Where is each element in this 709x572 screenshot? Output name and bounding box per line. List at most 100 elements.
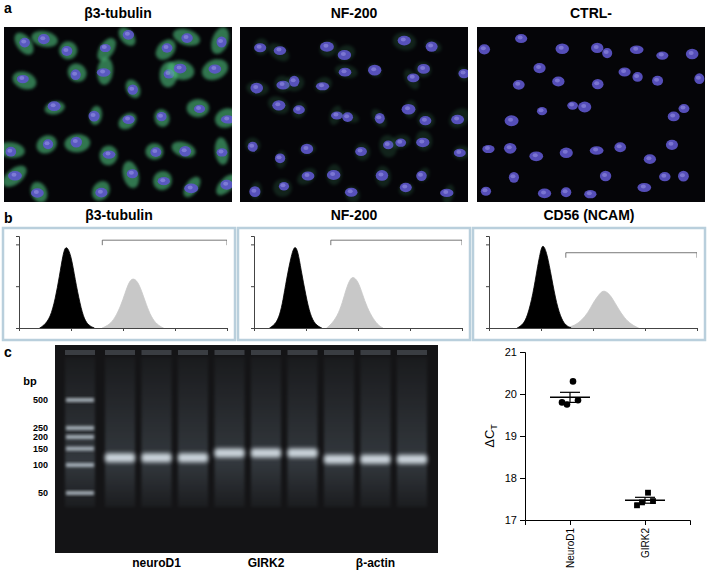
- plot-area: [517, 246, 697, 328]
- nucleus-highlight: [45, 141, 50, 145]
- nucleus: [400, 183, 412, 192]
- nucleus-highlight: [536, 65, 541, 69]
- tick: [16, 286, 19, 287]
- nucleus: [162, 43, 173, 52]
- tick: [71, 328, 72, 331]
- tick-mark: [486, 328, 489, 329]
- nucleus-highlight: [102, 45, 107, 49]
- nucleus-highlight: [11, 173, 16, 177]
- cell-body: [88, 105, 103, 126]
- cell-body: [171, 27, 202, 49]
- lane-smear: [361, 357, 391, 507]
- tick-mark: [251, 286, 254, 287]
- cell-body: [299, 142, 317, 156]
- nucleus: [513, 80, 525, 90]
- nucleus: [395, 139, 406, 147]
- cell-body: [212, 105, 232, 131]
- nucleus: [221, 115, 232, 123]
- nucleus-highlight: [654, 78, 659, 82]
- nucleus-highlight: [358, 149, 363, 153]
- chart-title: CD56 (NCAM): [544, 207, 635, 223]
- tick: [486, 244, 489, 245]
- tick: 21: [505, 346, 525, 358]
- histogram-area: [517, 246, 571, 328]
- nucleus-highlight: [410, 75, 415, 79]
- nucleus: [248, 142, 258, 152]
- tick: [175, 328, 176, 331]
- cell-body: [294, 165, 319, 189]
- nucleus-highlight: [182, 148, 187, 152]
- nucleus: [529, 151, 543, 161]
- nucleus: [208, 65, 221, 74]
- tick-mark: [16, 244, 19, 245]
- nucleus: [567, 101, 578, 109]
- tick-mark: [16, 286, 19, 287]
- nucleus: [591, 43, 603, 53]
- cell-body: [64, 133, 91, 154]
- ladder-label: 200: [33, 432, 48, 442]
- nucleus: [279, 182, 289, 191]
- cell-body: [180, 174, 204, 200]
- nucleus-highlight: [223, 182, 228, 186]
- nucleus-highlight: [51, 103, 56, 107]
- micrograph: [240, 27, 468, 202]
- nucleus: [289, 76, 299, 87]
- nucleus-highlight: [689, 51, 694, 55]
- cell-body: [4, 162, 30, 191]
- gate-line: [566, 252, 697, 253]
- nucleus: [327, 170, 341, 180]
- well: [397, 350, 427, 355]
- nucleus: [416, 138, 429, 148]
- nucleus-highlight: [594, 81, 599, 85]
- nucleus: [440, 189, 453, 197]
- nucleus-highlight: [280, 82, 285, 86]
- cell-body: [283, 73, 306, 93]
- lane-smear: [105, 357, 135, 507]
- nucleus: [482, 145, 494, 153]
- cell-body: [457, 65, 468, 82]
- nucleus-highlight: [456, 150, 461, 154]
- nucleus: [194, 105, 205, 113]
- y-axis-title: ΔCT: [482, 424, 499, 448]
- nucleus: [419, 116, 431, 125]
- image-title: CTRL-: [570, 5, 612, 21]
- nucleus: [179, 146, 191, 157]
- cell-body: [290, 100, 309, 121]
- image-title: NF-200: [331, 5, 378, 21]
- nucleus: [301, 144, 314, 154]
- tick: [123, 328, 124, 331]
- nucleus-highlight: [164, 45, 169, 49]
- nucleus: [402, 104, 416, 114]
- cell-body: [338, 109, 361, 125]
- nucleus-highlight: [659, 53, 664, 57]
- nucleus: [694, 73, 704, 84]
- nucleus: [509, 172, 519, 183]
- cell-body: [58, 40, 78, 60]
- nucleus-highlight: [378, 172, 383, 176]
- nucleus: [659, 172, 670, 181]
- gate: [331, 240, 462, 245]
- ladder-band: [66, 426, 94, 430]
- cell-body: [43, 100, 65, 117]
- ladder-label: 150: [33, 444, 48, 454]
- nucleus: [71, 137, 82, 148]
- nucleus-highlight: [376, 115, 381, 119]
- nucleus-highlight: [563, 150, 568, 154]
- nucleus-highlight: [330, 172, 335, 176]
- tick-mark: [227, 328, 228, 331]
- nucleus-highlight: [617, 144, 622, 148]
- well: [215, 350, 245, 355]
- cell-body: [265, 93, 292, 118]
- tick-mark: [175, 328, 176, 331]
- nucleus-highlight: [602, 173, 607, 177]
- nucleus-highlight: [668, 142, 673, 146]
- cell-body: [152, 107, 171, 129]
- nucleus: [630, 46, 644, 54]
- tick: 18: [505, 472, 525, 484]
- y-axis: 1718192021: [505, 346, 526, 526]
- lane-group-label: β-actin: [356, 556, 395, 570]
- nucleus: [174, 64, 187, 74]
- tick-mark: [520, 478, 525, 479]
- nucleus: [272, 100, 285, 110]
- gel-lanes: [65, 350, 427, 507]
